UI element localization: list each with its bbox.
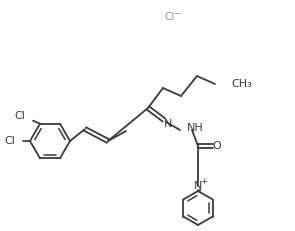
Text: N: N (194, 181, 202, 191)
Text: CH₃: CH₃ (231, 79, 252, 89)
Text: Cl: Cl (14, 111, 25, 121)
Text: N: N (164, 119, 172, 129)
Text: −: − (174, 9, 182, 19)
Text: +: + (201, 176, 207, 185)
Text: Cl: Cl (164, 12, 174, 22)
Text: NH: NH (187, 123, 204, 133)
Text: O: O (213, 141, 221, 151)
Text: Cl: Cl (4, 136, 15, 146)
